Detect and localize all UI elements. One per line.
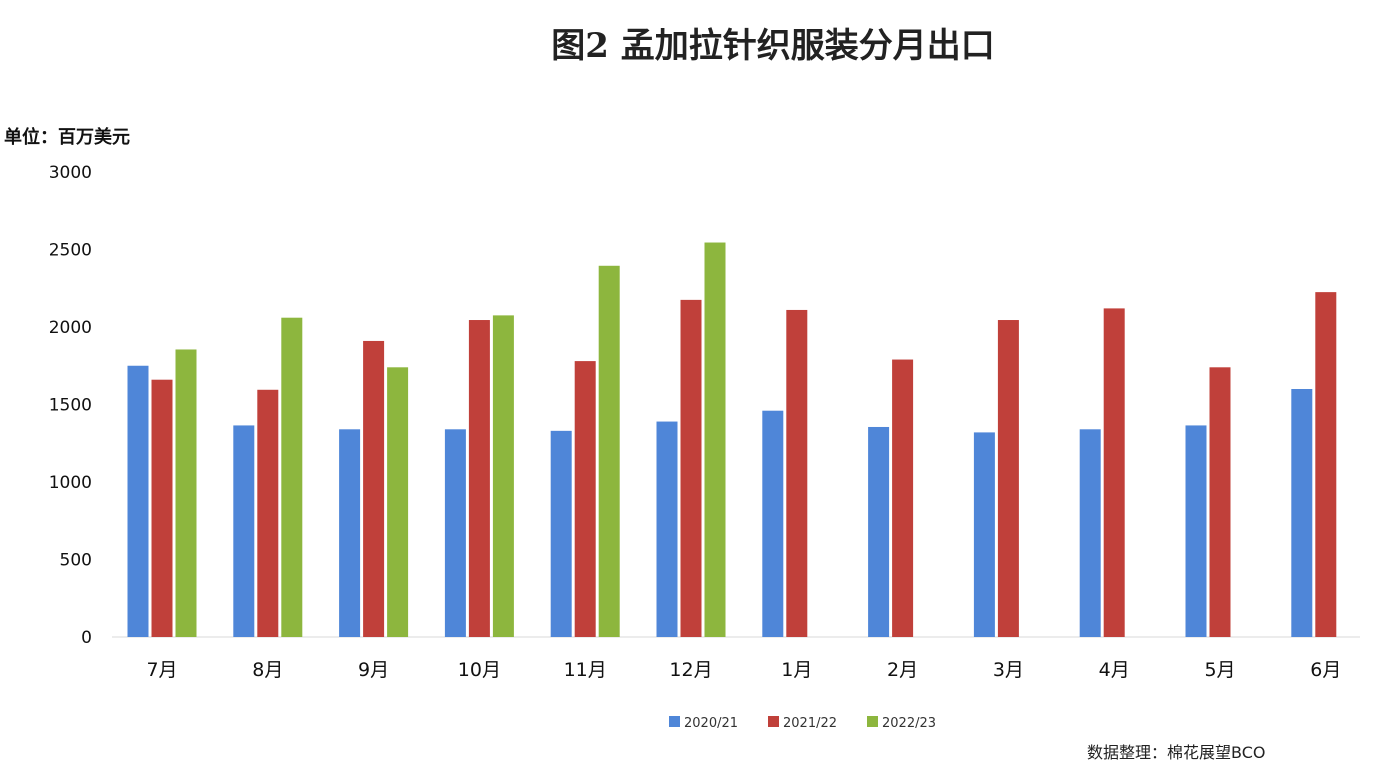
y-tick-label: 2500 (49, 241, 92, 261)
y-tick-label: 1500 (49, 396, 92, 416)
bar-2021-22-3 (363, 340, 385, 637)
x-tick-label: 10月 (458, 659, 501, 681)
bar-2020-21-10 (1079, 429, 1101, 637)
bars (127, 242, 1337, 637)
bar-2021-22-12 (1315, 292, 1337, 637)
legend-label: 2020/21 (684, 716, 738, 731)
legend-label: 2022/23 (882, 716, 936, 731)
bar-2022-23-2 (281, 317, 303, 637)
x-tick-label: 2月 (887, 659, 918, 681)
legend: 2020/21 2021/22 2022/23 (669, 716, 936, 731)
bar-2020-21-3 (339, 429, 361, 637)
bar-2020-21-2 (233, 425, 255, 637)
legend-swatch (867, 716, 878, 727)
bar-2021-22-2 (257, 389, 279, 637)
x-tick-label: 6月 (1310, 659, 1341, 681)
y-axis: 0 500 1000 1500 2000 2500 3000 (49, 163, 92, 648)
bar-2021-22-9 (997, 320, 1019, 637)
bar-2021-22-4 (468, 320, 490, 637)
bar-2021-22-8 (892, 359, 914, 637)
x-tick-label: 1月 (781, 659, 812, 681)
bar-2020-21-12 (1291, 389, 1313, 637)
y-tick-label: 500 (60, 551, 92, 571)
bar-2022-23-4 (492, 315, 514, 637)
bar-2022-23-3 (387, 367, 409, 637)
x-tick-label: 3月 (993, 659, 1024, 681)
bar-2020-21-9 (973, 432, 995, 637)
legend-label: 2021/22 (783, 716, 837, 731)
x-tick-label: 4月 (1099, 659, 1130, 681)
bar-2020-21-1 (127, 365, 149, 637)
bar-2021-22-5 (574, 361, 596, 637)
x-tick-label: 12月 (669, 659, 712, 681)
bar-2022-23-1 (175, 349, 197, 637)
y-tick-label: 1000 (49, 473, 92, 493)
x-tick-label: 8月 (252, 659, 283, 681)
x-tick-label: 11月 (564, 659, 607, 681)
bar-2020-21-7 (762, 410, 784, 637)
bar-2021-22-6 (680, 299, 702, 637)
bar-2020-21-4 (444, 429, 466, 637)
bar-2020-21-6 (656, 421, 678, 637)
x-axis: 7月 8月 9月 10月 11月 12月 1月 2月 3月 4月 5月 6月 (146, 659, 1341, 681)
bar-2020-21-11 (1185, 425, 1207, 637)
legend-swatch (768, 716, 779, 727)
bar-2021-22-7 (786, 309, 808, 637)
bar-2021-22-11 (1209, 367, 1231, 637)
bar-2021-22-1 (151, 379, 173, 637)
source-note: 数据整理：棉花展望BCO (1087, 743, 1265, 762)
legend-swatch (669, 716, 680, 727)
y-tick-label: 3000 (49, 163, 92, 183)
y-axis-unit-label: 单位：百万美元 (4, 126, 130, 148)
y-tick-label: 0 (81, 628, 92, 648)
bar-2020-21-8 (868, 426, 890, 637)
x-tick-label: 7月 (146, 659, 177, 681)
chart-title: 图2 孟加拉针织服装分月出口 (551, 26, 995, 66)
bar-2022-23-5 (598, 265, 620, 637)
y-tick-label: 2000 (49, 318, 92, 338)
x-tick-label: 9月 (358, 659, 389, 681)
x-tick-label: 5月 (1204, 659, 1235, 681)
bar-2021-22-10 (1103, 308, 1125, 637)
bar-2022-23-6 (704, 242, 726, 637)
bar-2020-21-5 (550, 430, 572, 637)
